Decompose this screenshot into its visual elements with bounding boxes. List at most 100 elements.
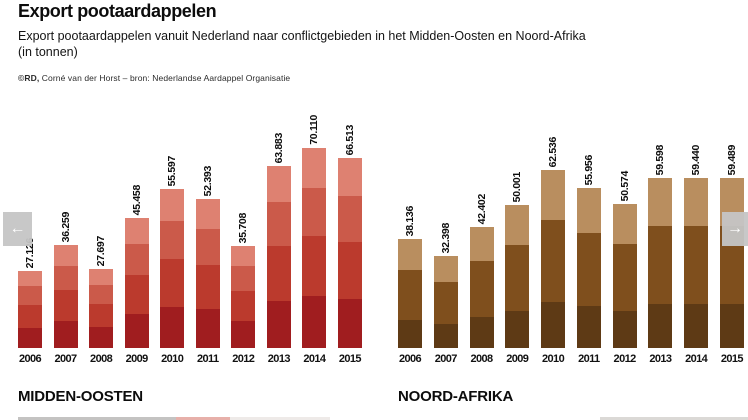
year-tick: 2008 — [90, 353, 113, 365]
bar-value-label: 59.489 — [725, 144, 738, 175]
bar-segment — [231, 246, 256, 267]
bar-column-2009: 50.001 — [505, 172, 530, 348]
stacked-bar-2014 — [302, 148, 327, 348]
bar-segment — [124, 275, 149, 315]
bar-segment — [89, 303, 114, 328]
bar-value-label: 50.574 — [618, 170, 631, 201]
bar-segment — [160, 258, 185, 307]
stacked-bar-2007 — [433, 256, 458, 348]
bar-segment — [53, 321, 78, 348]
stacked-bar-2015 — [719, 178, 744, 348]
years-row: 2006 2007 2008 2009 2010 2011 2012 2013 2014 2015 — [398, 353, 744, 365]
bars-row: 27.126 36.259 27.697 45.458 55.597 52.393 35.7… — [18, 115, 362, 348]
bar-value-label: 55.956 — [582, 154, 595, 185]
year-tick: 2007 — [54, 353, 78, 365]
bar-segment — [541, 219, 566, 302]
bar-segment — [684, 178, 709, 226]
bar-value-label: 55.597 — [166, 155, 179, 186]
bar-segment — [719, 303, 744, 348]
bar-segment — [302, 148, 327, 188]
subtitle-line1: Export pootaardappelen vanuit Nederland … — [18, 29, 586, 43]
stacked-bar-2009 — [505, 204, 530, 348]
bar-segment — [124, 314, 149, 348]
bar-segment — [612, 310, 637, 348]
year-tick: 2012 — [232, 353, 255, 365]
bar-segment — [648, 178, 673, 226]
bars-row: 38.136 32.398 42.402 50.001 62.536 55.956 50.5… — [398, 137, 744, 348]
bar-segment — [53, 245, 78, 266]
stacked-bar-2011 — [195, 199, 220, 348]
bar-segment — [53, 290, 78, 322]
bar-value-label: 66.513 — [343, 124, 356, 155]
year-tick: 2014 — [685, 353, 708, 365]
bar-column-2013: 59.598 — [648, 145, 673, 348]
stacked-bar-2008 — [469, 227, 494, 348]
stacked-bar-2010 — [541, 170, 566, 348]
year-tick: 2009 — [125, 353, 149, 365]
bar-segment — [195, 199, 220, 229]
carousel-next-button[interactable]: → — [722, 212, 748, 246]
bar-segment — [124, 244, 149, 276]
bar-segment — [231, 290, 256, 322]
bar-segment — [266, 166, 291, 203]
year-tick: 2006 — [398, 353, 422, 365]
page-title: Export pootaardappelen — [18, 1, 217, 21]
stacked-bar-2009 — [124, 218, 149, 348]
bar-value-label: 63.883 — [272, 132, 285, 163]
bar-segment — [648, 303, 673, 348]
chart-title-noord-afrika: NOORD-AFRIKA — [398, 388, 514, 405]
bar-segment — [541, 170, 566, 220]
year-tick: 2011 — [197, 353, 219, 365]
bar-column-2008: 42.402 — [469, 194, 494, 348]
bar-value-label: 52.393 — [201, 165, 214, 196]
carousel-prev-button[interactable]: ← — [3, 212, 32, 246]
bar-segment — [89, 327, 114, 348]
bar-column-2009: 45.458 — [124, 185, 149, 348]
bar-segment — [469, 316, 494, 348]
bar-segment — [505, 204, 530, 246]
bar-segment — [337, 241, 362, 299]
bar-column-2008: 27.697 — [89, 236, 114, 348]
bar-segment — [18, 327, 42, 348]
cropped-legend-strip — [230, 417, 330, 420]
year-tick: 2007 — [434, 353, 458, 365]
bar-segment — [612, 204, 637, 245]
bar-segment — [18, 304, 42, 328]
bar-column-2006: 38.136 — [398, 206, 422, 348]
cropped-legend-strip — [600, 417, 748, 420]
bar-column-2007: 32.398 — [433, 223, 458, 348]
bar-segment — [231, 321, 256, 348]
bar-segment — [433, 256, 458, 282]
bar-column-2013: 63.883 — [266, 133, 291, 348]
bar-segment — [195, 264, 220, 310]
bar-segment — [302, 236, 327, 296]
bar-segment — [576, 188, 601, 233]
bar-segment — [469, 260, 494, 317]
bar-segment — [648, 225, 673, 304]
bar-value-label: 38.136 — [404, 205, 416, 236]
stacked-bar-2007 — [53, 245, 78, 348]
bar-segment — [469, 227, 494, 261]
stacked-bar-2013 — [648, 178, 673, 348]
bar-value-label: 62.536 — [547, 136, 560, 167]
year-tick: 2013 — [267, 353, 291, 365]
bar-segment — [302, 296, 327, 348]
arrow-left-icon: ← — [9, 220, 26, 237]
bar-segment — [612, 244, 637, 311]
subtitle-line2: (in tonnen) — [18, 45, 78, 59]
bar-value-label: 45.458 — [130, 184, 143, 215]
bar-segment — [684, 303, 709, 348]
bar-column-2015: 66.513 — [337, 125, 362, 348]
cropped-legend-strip — [176, 417, 230, 420]
bar-value-label: 27.697 — [95, 235, 108, 266]
bar-segment — [160, 306, 185, 348]
bar-value-label: 70.110 — [308, 115, 321, 145]
bar-value-label: 50.001 — [511, 171, 524, 202]
bar-segment — [89, 269, 114, 285]
bar-segment — [337, 158, 362, 196]
year-tick: 2013 — [649, 353, 672, 365]
year-tick: 2009 — [506, 353, 529, 365]
bar-column-2011: 55.956 — [576, 155, 601, 348]
bar-value-label: 59.598 — [654, 144, 667, 175]
bar-segment — [53, 265, 78, 291]
